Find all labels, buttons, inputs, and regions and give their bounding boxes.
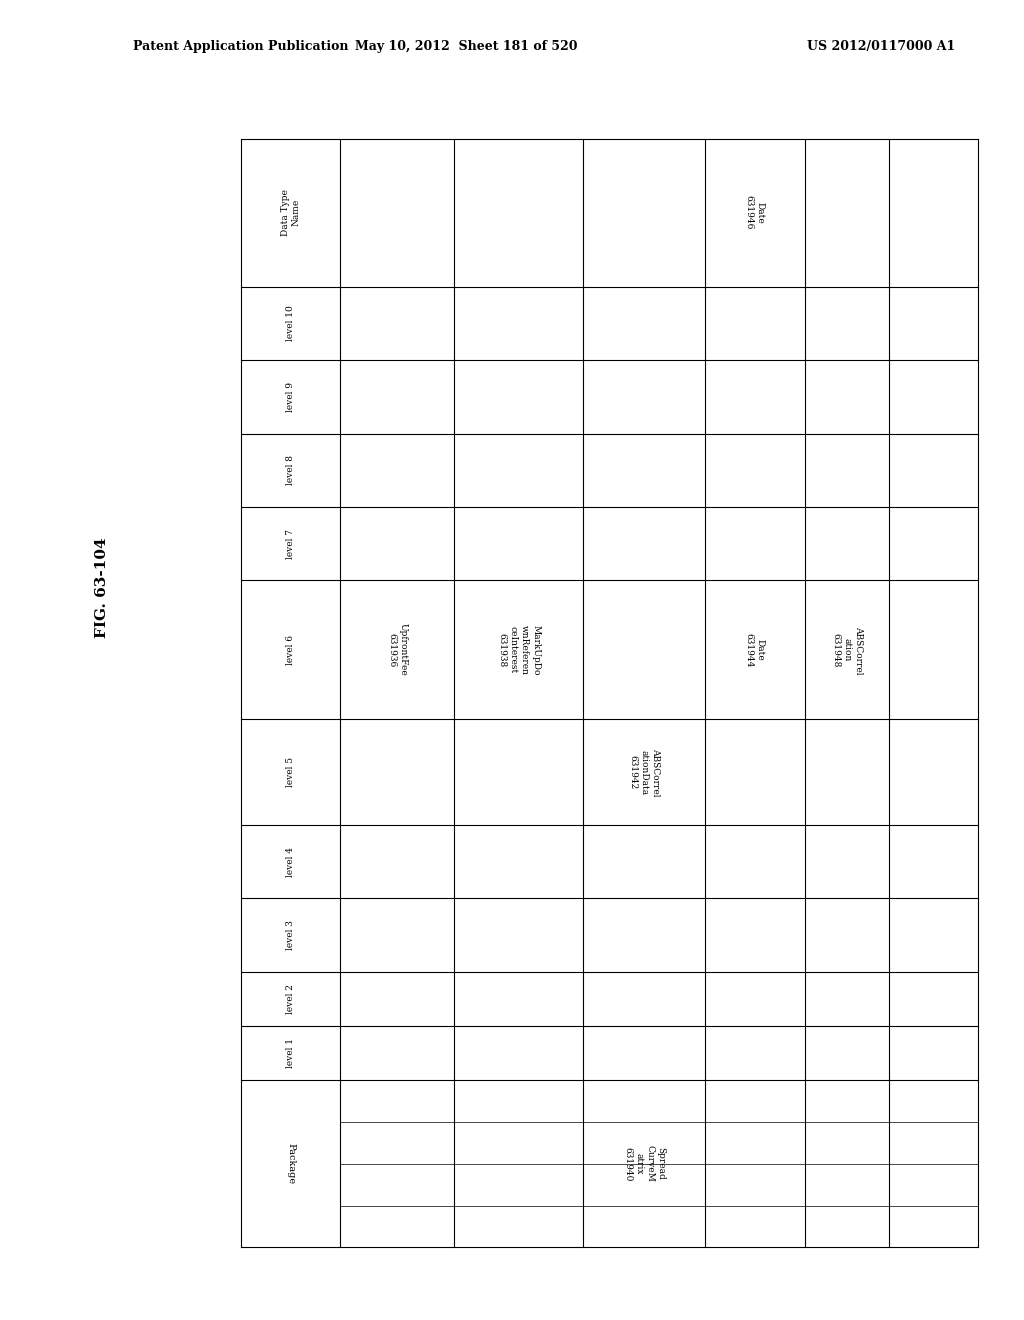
Text: May 10, 2012  Sheet 181 of 520: May 10, 2012 Sheet 181 of 520	[354, 40, 578, 53]
Text: level 7: level 7	[286, 528, 295, 558]
Text: Date
631944: Date 631944	[744, 632, 765, 667]
Text: ABSCorrel
ationData
631942: ABSCorrel ationData 631942	[629, 748, 659, 796]
Text: level 4: level 4	[286, 846, 295, 876]
Text: level 9: level 9	[286, 381, 295, 412]
Text: Spread
CurveM
atrix
631940: Spread CurveM atrix 631940	[624, 1146, 666, 1183]
Text: FIG. 63-104: FIG. 63-104	[95, 537, 110, 638]
Text: level 2: level 2	[286, 983, 295, 1014]
Text: Date
631946: Date 631946	[744, 195, 765, 230]
Text: Data Type
Name: Data Type Name	[281, 189, 300, 236]
Text: level 6: level 6	[286, 635, 295, 665]
Text: level 3: level 3	[286, 920, 295, 950]
Text: US 2012/0117000 A1: US 2012/0117000 A1	[807, 40, 954, 53]
Text: level 10: level 10	[286, 305, 295, 342]
Text: MarkUpDo
wnReferen
ceInterest
631938: MarkUpDo wnReferen ceInterest 631938	[498, 624, 540, 675]
Text: Package: Package	[286, 1143, 295, 1184]
Text: level 5: level 5	[286, 758, 295, 787]
Text: ABSCorrel
ation
631948: ABSCorrel ation 631948	[831, 626, 862, 675]
Text: level 8: level 8	[286, 455, 295, 486]
Text: level 1: level 1	[286, 1038, 295, 1068]
Text: UpfrontFee
631936: UpfrontFee 631936	[387, 623, 408, 676]
Text: Patent Application Publication: Patent Application Publication	[133, 40, 348, 53]
